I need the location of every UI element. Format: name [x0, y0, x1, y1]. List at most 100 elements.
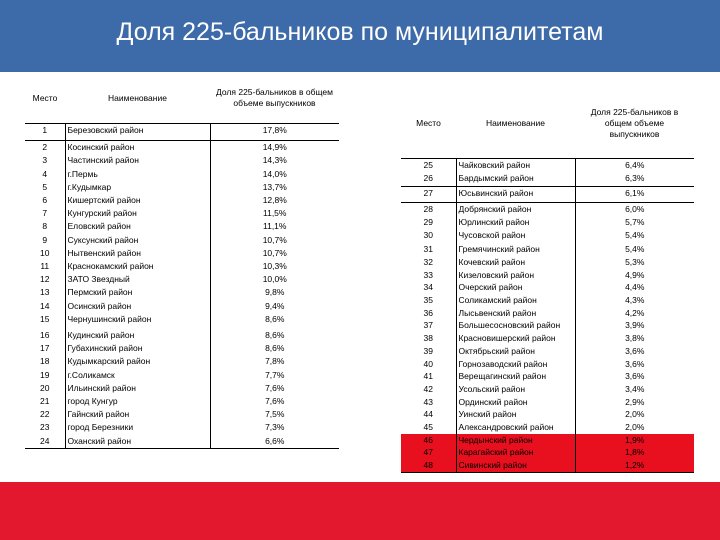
table-row: 10 Нытвенский район 10,7%: [25, 246, 339, 261]
cell-share: 5,4%: [625, 229, 645, 240]
table-row: 39 Октябрьский район 3,6%: [401, 344, 694, 358]
table-row: 31 Гремячинский район 5,4%: [401, 243, 694, 256]
cell-place: 8: [42, 221, 48, 232]
cell-place: 34: [423, 282, 433, 293]
cell-share: 5,4%: [625, 244, 645, 255]
cell-place: 14: [40, 300, 50, 311]
cell-share: 14,3%: [262, 155, 287, 166]
cell-place: 28: [401, 202, 456, 216]
cell-name: Чусовской район: [455, 228, 576, 242]
cell-place: 26: [423, 172, 433, 183]
cell-name: Красновишерский район: [455, 332, 576, 345]
cell-place: 9: [42, 234, 48, 245]
cell-place: 27: [401, 186, 456, 201]
table-row: 44 Уинский район 2,0%: [401, 408, 694, 422]
cell-name: Усольский район: [455, 382, 576, 396]
table-row: 30 Чусовской район 5,4%: [401, 228, 694, 242]
cell-name: Ильинский район: [64, 381, 211, 396]
cell-share: 2,0%: [625, 409, 645, 420]
cell-name: Добрянский район: [455, 202, 576, 216]
table-row: 19 г.Соликамск 7,7%: [25, 368, 339, 382]
cell-share: 4,2%: [625, 307, 645, 318]
cell-name: Сивинский район: [455, 459, 576, 473]
row-spacer: [401, 200, 694, 203]
cell-name: Суксунский район: [64, 233, 211, 247]
cell-name: Кишертский район: [64, 194, 211, 208]
cell-share: 6,4%: [575, 157, 694, 172]
header-place: Место: [32, 93, 58, 103]
cell-share: 6,0%: [575, 202, 694, 216]
cell-share: 3,6%: [625, 345, 645, 356]
cell-name: Юрлинский район: [455, 215, 576, 229]
cell-name: Частинский район: [64, 154, 211, 168]
row-spacer: [25, 137, 339, 141]
table-row: 12 ЗАТО Звездный 10,0%: [25, 273, 339, 287]
table-row: 1 Березовский район 17,8%: [25, 123, 339, 138]
cell-place: 2: [25, 140, 65, 155]
cell-name: Соликамский район: [455, 294, 576, 307]
cell-name: Горнозаводский район: [455, 357, 576, 371]
cell-place: 41: [423, 371, 433, 382]
cell-name: Чайковский район: [455, 157, 576, 172]
table-row: 20 Ильинский район 7,6%: [25, 381, 339, 396]
cell-name: Октябрьский район: [455, 344, 576, 358]
cell-share: 1,2%: [575, 459, 694, 473]
cell-share: 7,8%: [265, 356, 285, 367]
cell-place: 48: [401, 459, 456, 473]
cell-share: 6,1%: [575, 186, 694, 201]
cell-share: 1,8%: [575, 446, 694, 460]
cell-share: 12,8%: [262, 195, 287, 206]
cell-place: 47: [401, 446, 456, 460]
cell-name: г.Пермь: [64, 167, 211, 181]
cell-name: г.Кудымкар: [64, 180, 211, 195]
table-row: 40 Горнозаводский район 3,6%: [401, 357, 694, 371]
table-row: 16 Кудинский район 8,6%: [25, 329, 339, 343]
table-row: 22 Гайнский район 7,5%: [25, 408, 339, 422]
cell-place: 25: [401, 157, 456, 172]
table-row: 29 Юрлинский район 5,7%: [401, 215, 694, 229]
cell-name: Оханский район: [64, 434, 211, 449]
cell-name: Чернушинский район: [64, 312, 211, 327]
cell-name: Бардымский район: [455, 171, 576, 185]
cell-share: 14,9%: [210, 140, 339, 155]
cell-place: 7: [42, 208, 48, 219]
cell-place: 40: [423, 358, 433, 369]
table-row: 48 Сивинский район 1,2%: [401, 459, 694, 473]
cell-place: 42: [423, 383, 433, 394]
cell-share: 4,4%: [625, 282, 645, 293]
cell-name: Березовский район: [64, 123, 211, 138]
cell-name: Карагайский район: [455, 446, 576, 460]
cell-place: 22: [40, 409, 50, 420]
row-spacer: [25, 326, 339, 330]
table-row: 26 Бардымский район 6,3%: [401, 171, 694, 185]
cell-place: 36: [423, 307, 433, 318]
table-row: 17 Губахинский район 8,6%: [25, 342, 339, 356]
cell-share: 8,6%: [265, 330, 285, 341]
table-row: 11 Краснокамский район 10,3%: [25, 260, 339, 274]
table-row: 4 г.Пермь 14,0%: [25, 167, 339, 181]
table-row: 24 Оханский район 6,6%: [25, 434, 339, 449]
table-row: 32 Кочевский район 5,3%: [401, 255, 694, 269]
cell-place: 32: [423, 256, 433, 267]
cell-place: 15: [40, 313, 50, 324]
header-place: Место: [416, 118, 441, 128]
cell-name: Нытвенский район: [64, 246, 211, 261]
cell-name: Очерский район: [455, 281, 576, 295]
header-share: Доля 225-бальников в общем объеме выпуск…: [216, 87, 333, 108]
table-row: 27 Юсьвинский район 6,1%: [401, 186, 694, 201]
cell-share: 13,7%: [262, 181, 287, 192]
cell-place: 37: [423, 320, 433, 331]
cell-share: 8,6%: [265, 343, 285, 354]
table-row: 38 Красновишерский район 3,8%: [401, 332, 694, 345]
table-right: Место Наименование Доля 225-бальников в …: [401, 90, 694, 473]
cell-share: 10,3%: [262, 261, 287, 272]
cell-name: г.Соликамск: [64, 368, 211, 382]
cell-share: 7,3%: [265, 422, 285, 433]
cell-share: 3,9%: [625, 320, 645, 331]
table-row: 23 город Березники 7,3%: [25, 421, 339, 435]
table-row: 25 Чайковский район 6,4%: [401, 157, 694, 172]
cell-name: Ординский район: [455, 395, 576, 409]
table-row: 42 Усольский район 3,4%: [401, 382, 694, 396]
cell-place: 5: [42, 181, 48, 192]
cell-name: город Кунгур: [64, 395, 211, 409]
